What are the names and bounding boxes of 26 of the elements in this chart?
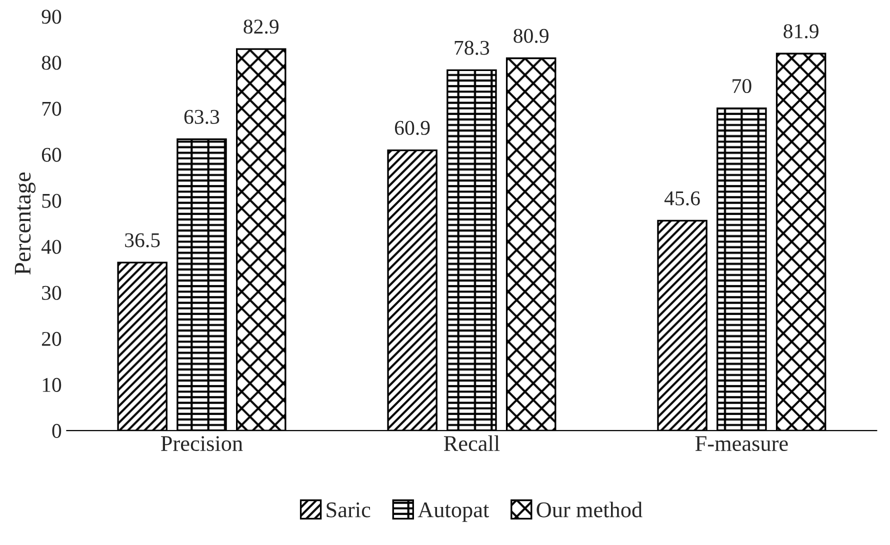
y-tick-label: 50 <box>42 194 62 208</box>
data-label: 80.9 <box>514 28 548 43</box>
x-tick-label: Precision <box>161 436 243 452</box>
y-tick-label: 70 <box>42 102 62 116</box>
data-label: 63.3 <box>184 110 220 124</box>
y-tick-label: 30 <box>42 286 62 300</box>
y-tick-label: 20 <box>42 332 62 346</box>
y-tick-label: 40 <box>41 240 62 254</box>
y-tick-label: 90 <box>42 10 62 24</box>
y-tick-label: 10 <box>42 378 62 392</box>
data-label: 36.5 <box>125 233 160 248</box>
data-label: 82.9 <box>244 20 278 34</box>
data-label: 70 <box>732 78 752 94</box>
y-tick-label: 0 <box>52 424 62 438</box>
x-tick-label: F-measure <box>695 436 788 452</box>
legend-label: Our method <box>536 502 642 518</box>
x-tick-label: Recall <box>444 435 500 452</box>
y-tick-label: 60 <box>42 148 62 162</box>
legend-label: Autopat <box>418 502 490 522</box>
y-tick-label: 80 <box>42 56 62 70</box>
legend-label: Saric <box>326 502 370 518</box>
data-label: 81.9 <box>784 24 818 38</box>
y-axis-title: Percentage <box>14 172 36 275</box>
data-label: 78.3 <box>454 40 490 55</box>
data-label: 60.9 <box>394 120 430 136</box>
data-label: 45.6 <box>664 191 700 206</box>
